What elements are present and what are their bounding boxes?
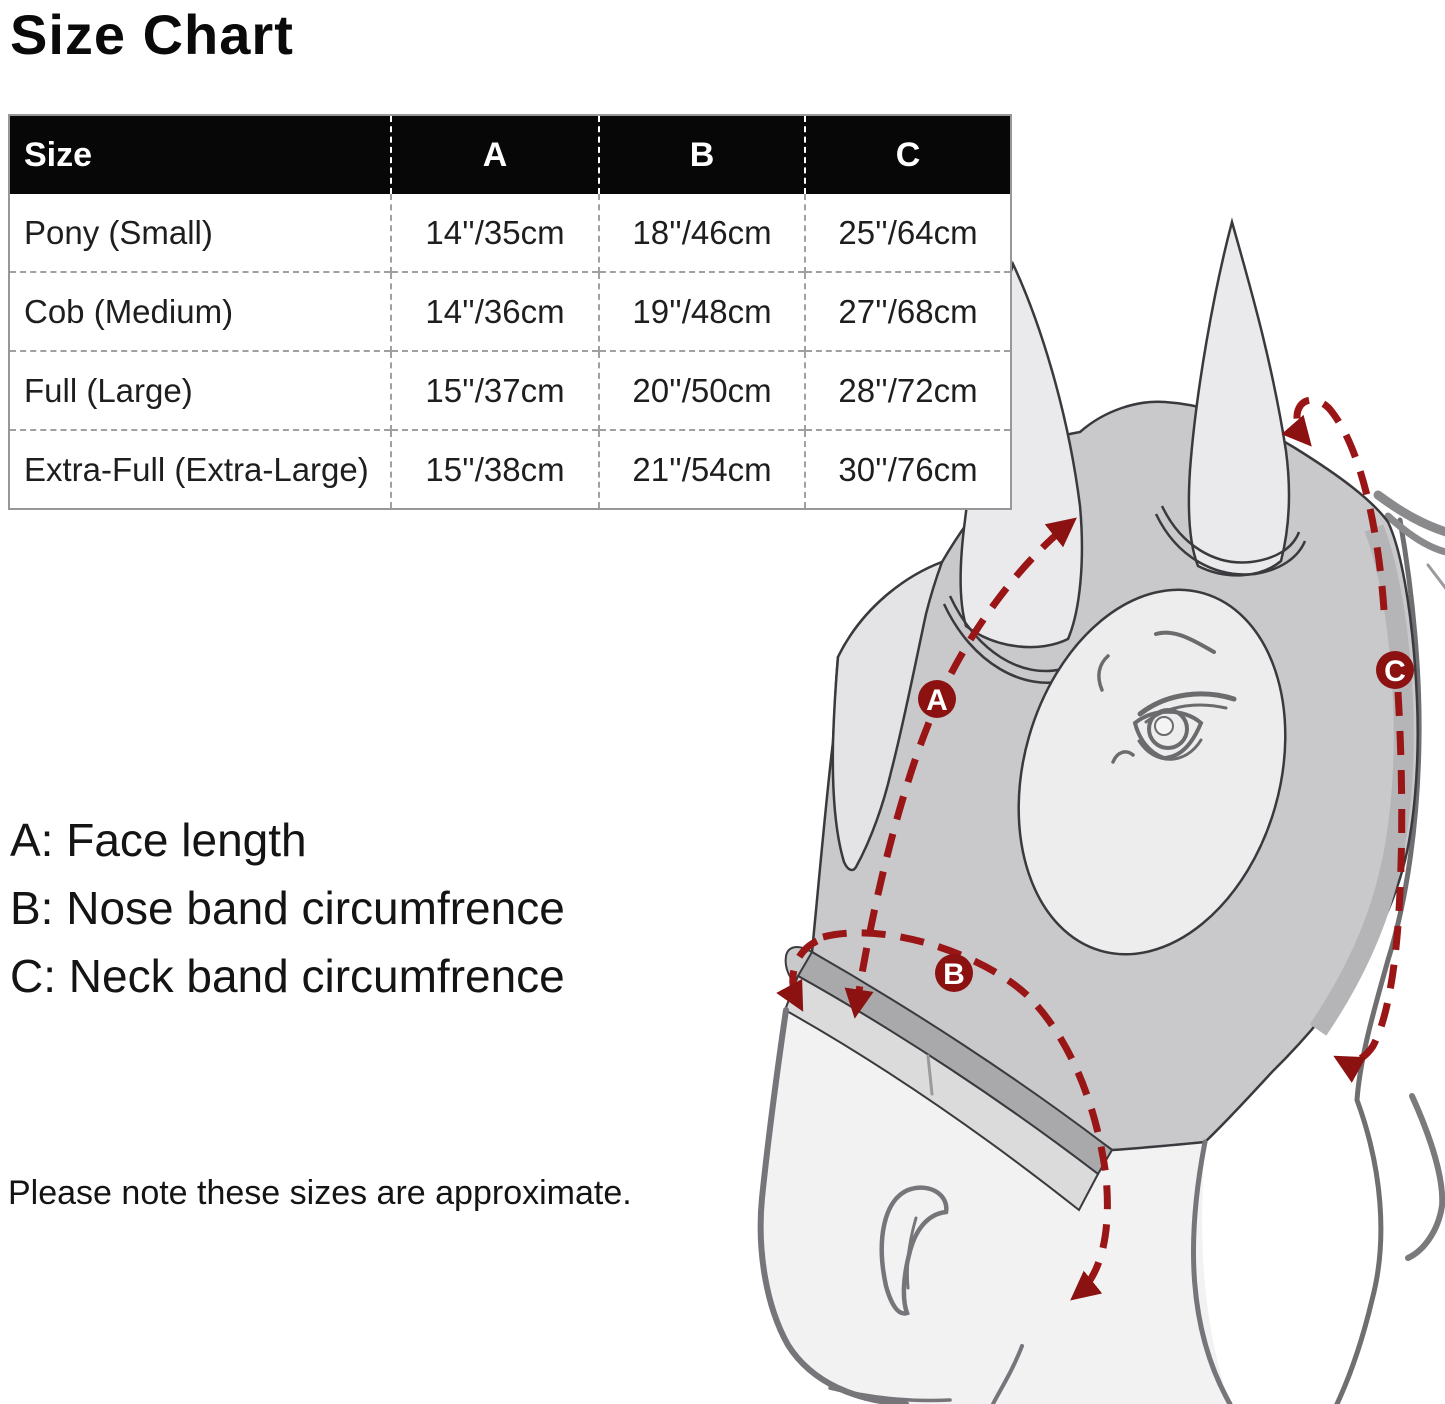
column-header-b: B xyxy=(598,115,805,194)
table-header-row: Size A B C xyxy=(9,115,1011,194)
size-cell: Pony (Small) xyxy=(24,213,213,251)
approximate-sizes-note: Please note these sizes are approximate. xyxy=(8,1174,632,1212)
marker-c-label: C xyxy=(1384,655,1406,688)
col-a-cell: 15''/37cm xyxy=(390,350,599,430)
muzzle-outlines xyxy=(757,1007,1233,1404)
marker-a-label: A xyxy=(926,684,948,717)
measurement-legend: A: Face length B: Nose band circumfrence… xyxy=(10,806,565,1010)
size-table: Size A B C Pony (Small) 14''/35cm 18''/4… xyxy=(8,114,1012,510)
measure-b-line xyxy=(822,929,1111,1301)
col-b-cell: 20''/50cm xyxy=(598,350,805,430)
legend-item-c: C: Neck band circumfrence xyxy=(10,950,565,1002)
marker-b-badge xyxy=(935,954,973,992)
legend-item-b: B: Nose band circumfrence xyxy=(10,882,565,934)
horse-eye xyxy=(1097,630,1237,764)
mane-lock xyxy=(1405,1093,1445,1261)
table-row: Pony (Small) 14''/35cm 18''/46cm 25''/64… xyxy=(9,194,1011,272)
marker-b-label: B xyxy=(943,958,965,991)
size-cell: Full (Large) xyxy=(9,350,391,430)
mane-sweep xyxy=(1384,512,1445,556)
measure-a-line xyxy=(844,517,1077,1019)
horse-muzzle xyxy=(760,1008,1230,1404)
column-header-a: A xyxy=(390,115,599,194)
mane-sweep xyxy=(1373,490,1445,537)
col-b-cell: 21''/54cm xyxy=(598,429,805,509)
table-row: Cob (Medium) 14''/36cm 19''/48cm 27''/68… xyxy=(9,271,1011,351)
col-a-cell: 14''/35cm xyxy=(390,194,599,272)
col-a-cell: 15''/38cm xyxy=(390,429,599,509)
column-header-size: Size xyxy=(9,115,391,194)
right-ear xyxy=(1187,217,1291,577)
column-header-c: C xyxy=(804,115,1011,194)
table-row: Full (Large) 15''/37cm 20''/50cm 28''/72… xyxy=(9,350,1011,430)
measure-b-left-loop xyxy=(776,937,819,1012)
col-c-cell: 27''/68cm xyxy=(804,271,1011,351)
legend-item-a: A: Face length xyxy=(10,814,307,866)
horse-neck-lines xyxy=(1334,490,1445,1404)
measurement-labels: A B C xyxy=(918,651,1414,992)
measure-c-line xyxy=(1333,691,1406,1083)
col-b-cell: 19''/48cm xyxy=(598,271,805,351)
nostril xyxy=(879,1185,949,1316)
marker-a-badge xyxy=(918,680,956,718)
measure-c-top-loop xyxy=(1281,396,1388,611)
col-b-cell: 18''/46cm xyxy=(598,194,805,272)
page-title: Size Chart xyxy=(10,3,294,66)
marker-c-badge xyxy=(1376,651,1414,689)
col-c-cell: 30''/76cm xyxy=(804,429,1011,509)
table-row: Extra-Full (Extra-Large) 15''/38cm 21''/… xyxy=(9,429,1011,509)
col-c-cell: 25''/64cm xyxy=(804,194,1011,272)
col-c-cell: 28''/72cm xyxy=(804,350,1011,430)
right-ear-hole-rim xyxy=(1160,505,1301,564)
col-a-cell: 14''/36cm xyxy=(390,271,599,351)
size-cell: Extra-Full (Extra-Large) xyxy=(9,429,391,509)
measurement-lines xyxy=(776,396,1406,1301)
size-cell: Cob (Medium) xyxy=(9,271,391,351)
